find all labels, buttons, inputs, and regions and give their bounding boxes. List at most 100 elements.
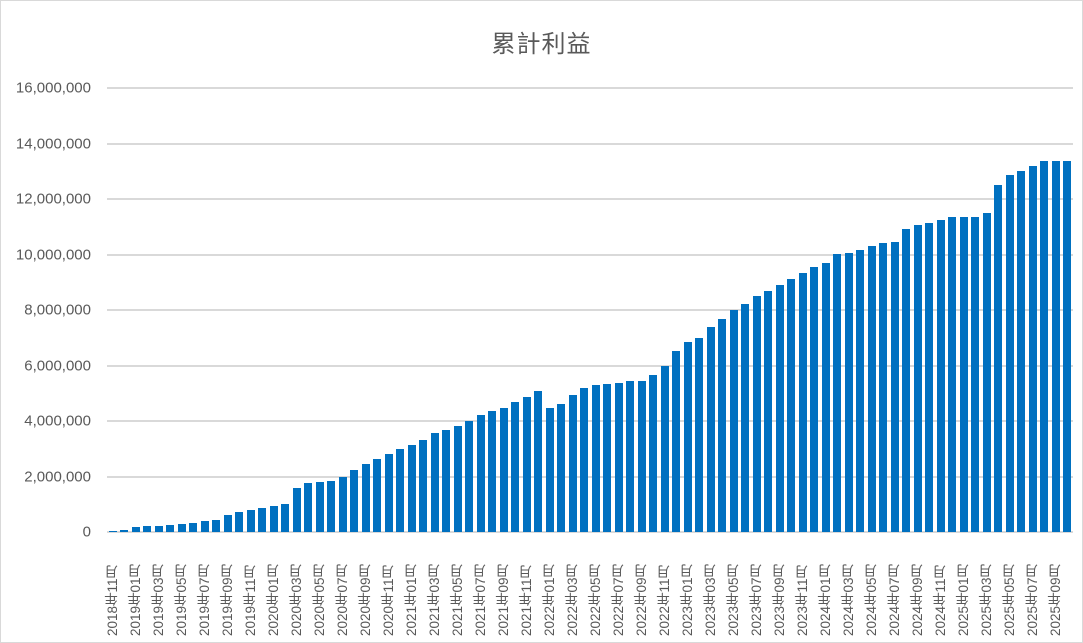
bar [465,421,474,532]
bar [235,512,244,532]
x-tick-label: 2019年11月 [242,564,258,636]
bar [660,365,669,532]
bar [396,448,405,532]
x-tick-label: 2019年09月 [219,563,235,636]
bar [476,415,485,532]
bar [154,526,163,532]
bar [488,411,497,532]
bar [361,464,370,532]
bar [315,482,324,532]
x-tick-label: 2024年01月 [817,563,833,636]
x-tick-label: 2023年01月 [679,563,695,636]
bar [1017,171,1026,532]
x-tick-label: 2024年07月 [886,563,902,636]
bar [1028,165,1037,532]
x-tick-label: 2019年07月 [196,563,212,636]
x-tick-label: 2021年11月 [518,564,534,636]
bar [580,387,589,532]
bar [166,525,175,532]
y-tick-label: 6,000,000 [24,357,91,374]
bar [453,425,462,532]
y-tick-label: 2,000,000 [24,468,91,485]
bar [626,381,635,532]
x-tick-label: 2024年03月 [840,563,856,636]
x-tick-label: 2020年09月 [357,563,373,636]
bar [787,279,796,532]
bar [867,245,876,532]
gridline [107,253,1073,256]
bar [212,519,221,532]
bar [545,407,554,532]
bar [223,515,232,532]
x-tick-label: 2020年03月 [288,563,304,636]
chart-title: 累計利益 [491,30,592,58]
bar [1051,160,1060,532]
bar [1005,175,1014,532]
x-tick-label: 2022年03月 [564,563,580,636]
x-tick-label: 2022年11月 [656,564,672,636]
bar [798,272,807,532]
y-tick-label: 0 [82,523,91,541]
gridline [107,198,1073,200]
bar [120,529,129,532]
bar [637,381,646,532]
bar [568,394,577,532]
x-tick-label: 2025年09月 [1047,563,1063,636]
bar [982,213,991,532]
bar [131,527,140,532]
bar [557,403,566,532]
bar [108,530,117,532]
x-tick-label: 2023年07月 [748,563,764,636]
bar [649,375,658,532]
y-tick-label: 10,000,000 [15,246,91,263]
bar [971,217,980,532]
gridline [107,420,1073,422]
bar [269,506,278,532]
x-tick-label: 2024年05月 [863,563,879,636]
bar [603,384,612,532]
bar [833,253,842,532]
bar [430,432,439,532]
bar [672,351,681,532]
gridline [107,531,1073,533]
bar [292,487,301,532]
bar [143,526,152,532]
x-tick-label: 2023年05月 [725,563,741,636]
x-tick-label: 2021年05月 [449,563,465,636]
bar [511,402,520,532]
bar [925,222,934,532]
y-tick-label: 12,000,000 [15,190,91,208]
bar [683,341,692,532]
x-tick-label: 2018年11月 [104,564,120,636]
gridline [107,87,1073,89]
bar [591,384,600,532]
bar [338,477,347,532]
x-tick-label: 2020年11月 [380,564,396,636]
x-tick-label: 2019年05月 [173,563,189,636]
bar [741,304,750,532]
bar [614,383,623,532]
x-tick-label: 2021年03月 [426,563,442,636]
bar [821,262,830,532]
bar [764,290,773,532]
bar [246,509,255,532]
bar [718,318,727,532]
x-tick-label: 2022年07月 [610,563,626,636]
bar [994,185,1003,532]
bar [384,454,393,532]
bar [499,407,508,532]
bar [177,523,186,532]
bar [327,480,336,532]
bar [959,217,968,532]
bar [281,504,290,532]
gridline [107,364,1073,367]
bar [419,439,428,532]
y-tick-label: 14,000,000 [15,135,91,152]
bar [189,523,198,532]
bar [775,285,784,532]
bar [913,225,922,532]
bar [810,266,819,532]
gridline [107,309,1073,311]
x-tick-label: 2019年01月 [127,563,143,636]
bar [200,521,209,532]
